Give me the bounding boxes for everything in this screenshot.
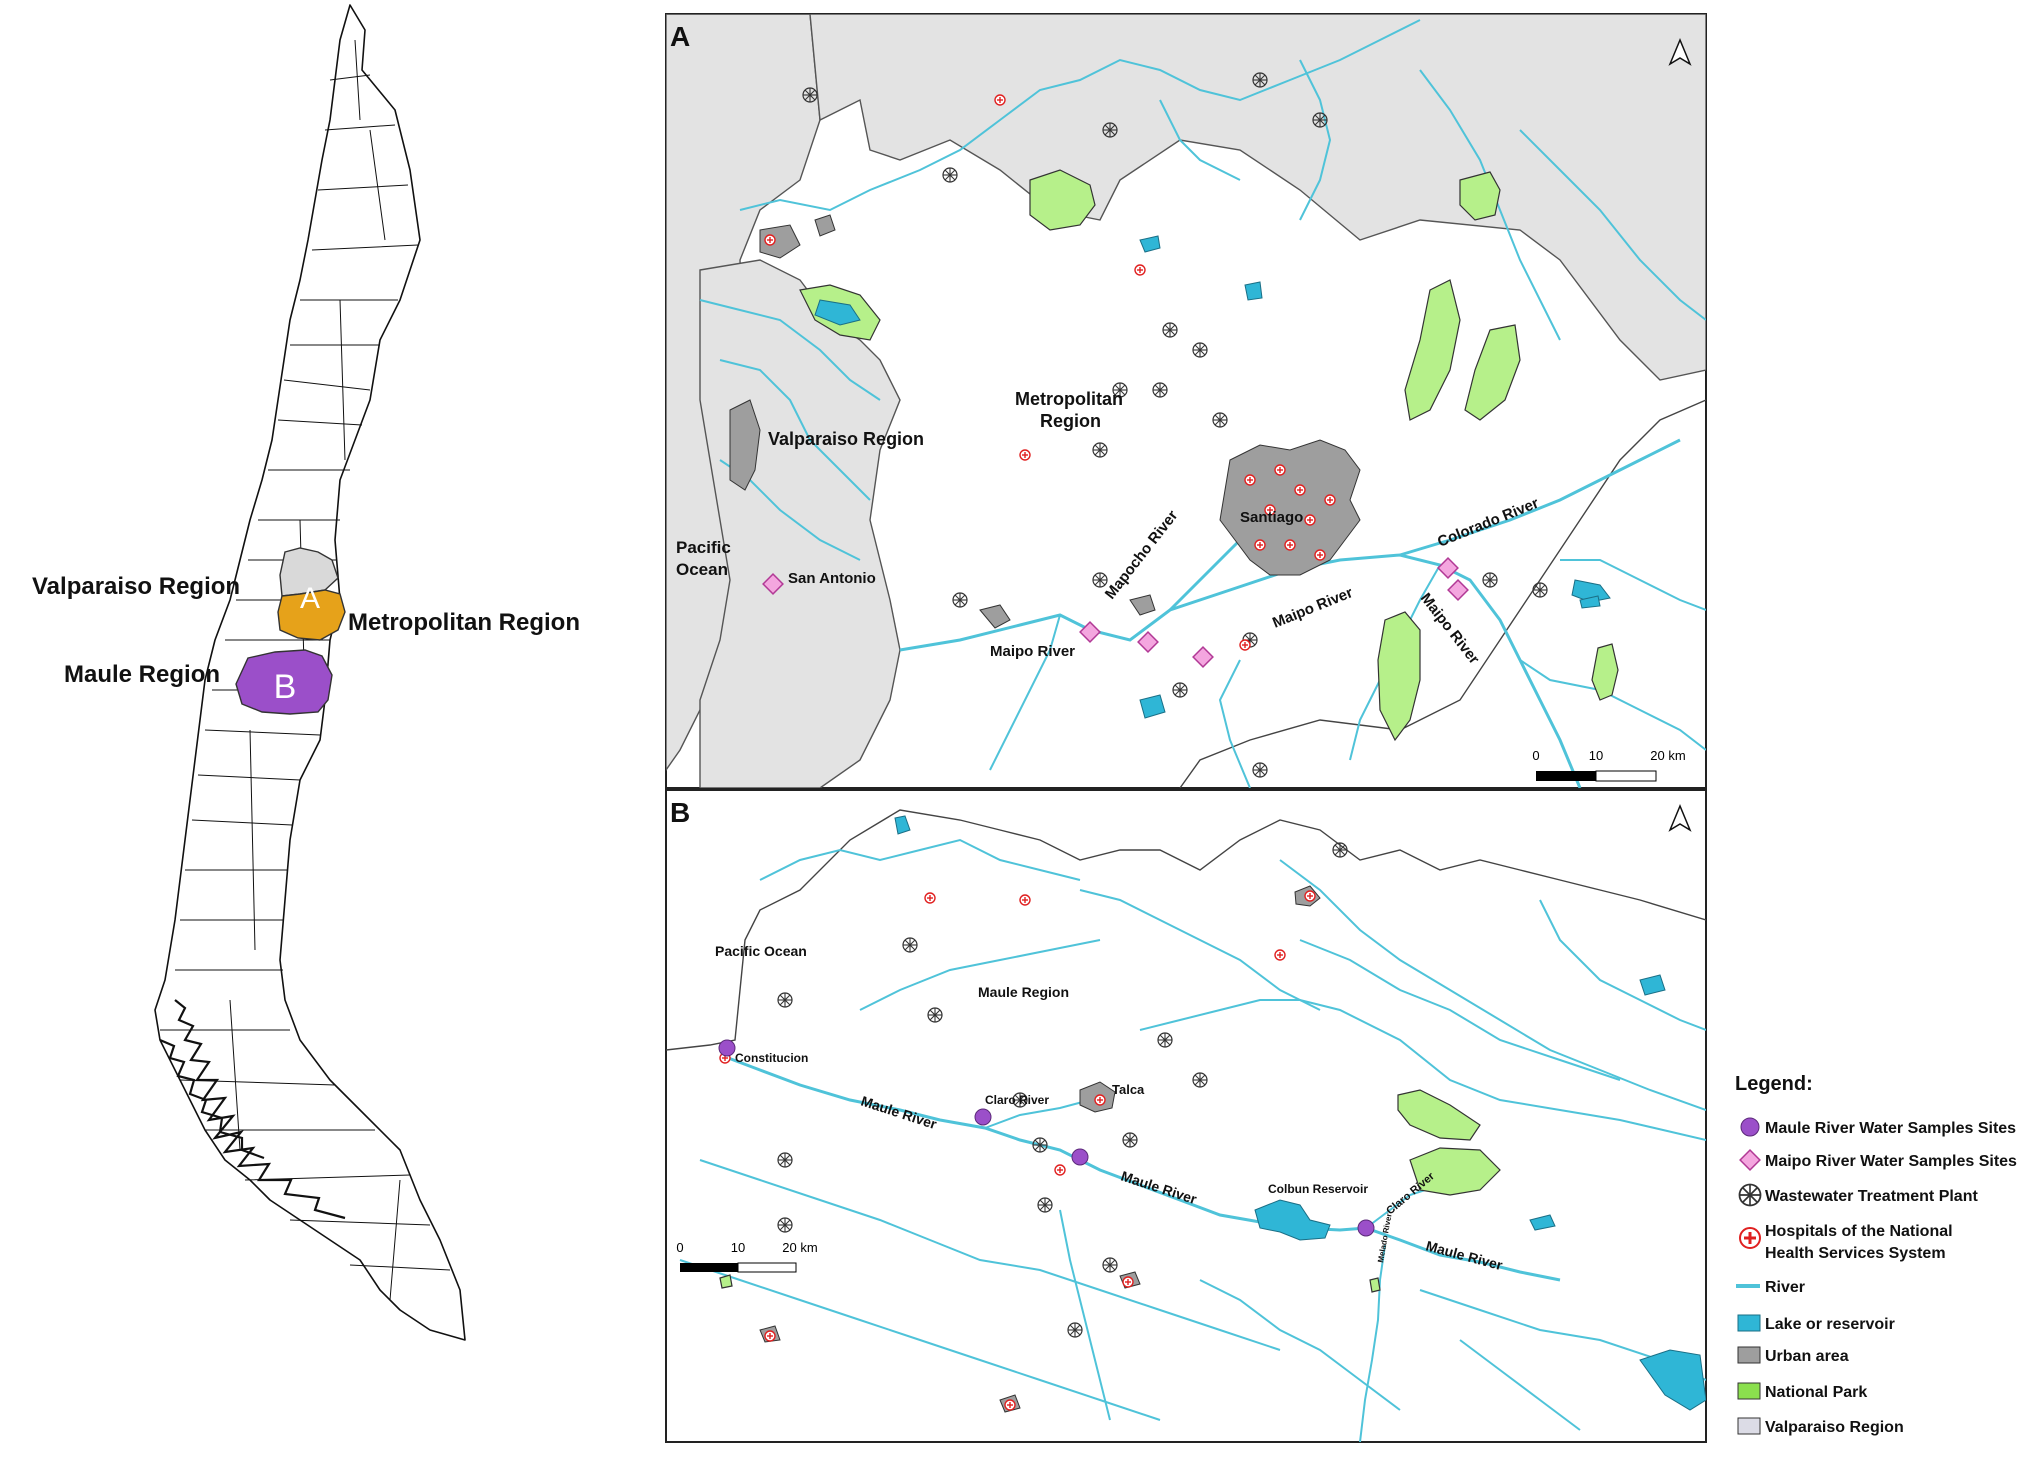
maipo-sample-sites xyxy=(762,557,1469,668)
panel-a-pacific-label-2: Ocean xyxy=(676,560,728,579)
panel-b-maule-region-label: Maule Region xyxy=(978,984,1069,1000)
panel-b-letter: B xyxy=(670,797,690,828)
panel-b-pacific-label: Pacific Ocean xyxy=(715,943,807,959)
legend-valparaiso-icon xyxy=(1737,1417,1761,1435)
svg-text:20 km: 20 km xyxy=(1650,748,1685,763)
panel-a-santiago-label: Santiago xyxy=(1240,509,1303,526)
panel-a-letter: A xyxy=(670,21,690,52)
valparaiso-region-shape xyxy=(279,547,339,597)
panel-b-scale-bar: 0 10 20 km xyxy=(676,1240,818,1273)
legend-urban: Urban area xyxy=(1765,1348,1849,1365)
inset-letter-a: A xyxy=(300,582,320,615)
legend-park-icon xyxy=(1737,1382,1761,1400)
panel-b-claro-label-1: Claro River xyxy=(985,1093,1049,1107)
metropolitan-region-shape xyxy=(277,589,346,641)
legend-maule-sites: Maule River Water Samples Sites xyxy=(1765,1120,2016,1137)
svg-text:20 km: 20 km xyxy=(782,1240,817,1255)
overview-valparaiso-label: Valparaiso Region xyxy=(32,573,240,600)
legend-maipo-site-icon xyxy=(1739,1149,1761,1171)
panel-a-valparaiso-label: Valparaiso Region xyxy=(768,429,924,449)
panel-a-metropolitan-label-1: Metropolitan xyxy=(1015,389,1123,409)
map-legend: Legend: Maule River Water Samples Sites … xyxy=(1735,1073,2017,1436)
svg-text:0: 0 xyxy=(676,1240,683,1255)
inset-letter-b: B xyxy=(274,668,297,706)
svg-text:10: 10 xyxy=(1589,748,1603,763)
svg-text:10: 10 xyxy=(731,1240,745,1255)
legend-lake: Lake or reservoir xyxy=(1765,1316,1895,1333)
panel-a-map: A Metropolitan Region Valparaiso Region … xyxy=(665,13,1707,789)
legend-urban-icon xyxy=(1737,1346,1761,1364)
panel-b-map: B Pacific Ocean Maule Region Constitucio… xyxy=(665,789,1707,1443)
colbun-reservoir xyxy=(1254,1199,1331,1241)
legend-valparaiso: Valparaiso Region xyxy=(1765,1419,1904,1436)
svg-text:0: 0 xyxy=(1532,748,1539,763)
overview-maule-label: Maule Region xyxy=(64,661,220,688)
legend-lake-icon xyxy=(1737,1314,1761,1332)
maule-region-shape xyxy=(235,649,333,715)
legend-maipo-sites: Maipo River Water Samples Sites xyxy=(1765,1153,2017,1170)
legend-park: National Park xyxy=(1765,1384,1867,1401)
legend-hospitals-2: Health Services System xyxy=(1765,1245,1946,1262)
panel-a-maipo-label-1: Maipo River xyxy=(990,643,1075,660)
overview-metropolitan-label: Metropolitan Region xyxy=(348,609,580,636)
legend-wwtp-icon xyxy=(1738,1183,1762,1207)
panel-a-metropolitan-label-2: Region xyxy=(1040,411,1101,431)
panel-b-talca-label: Talca xyxy=(1112,1082,1145,1097)
legend-title: Legend: xyxy=(1735,1073,1813,1095)
panel-a-north-arrow-icon xyxy=(1668,38,1692,66)
legend-hospital-icon xyxy=(1739,1227,1761,1249)
panel-a-scale-bar: 0 10 20 km xyxy=(1532,748,1686,782)
panel-b-constitucion-label: Constitucion xyxy=(735,1051,808,1065)
panel-a-san-antonio-label: San Antonio xyxy=(788,570,876,587)
park-a1 xyxy=(1029,169,1096,231)
panel-a-pacific-label-1: Pacific xyxy=(676,538,731,557)
panel-b-colbun-label: Colbun Reservoir xyxy=(1268,1182,1368,1196)
legend-river: River xyxy=(1765,1279,1805,1296)
legend-maule-site-icon xyxy=(1740,1117,1760,1137)
santiago-urban-area xyxy=(1219,439,1361,576)
legend-wwtp: Wastewater Treatment Plant xyxy=(1765,1188,1978,1205)
legend-hospitals-1: Hospitals of the National xyxy=(1765,1223,1953,1240)
panel-b-north-arrow-icon xyxy=(1668,804,1692,832)
chile-overview-map: A B Valparaiso Region Metropolitan Regio… xyxy=(32,4,580,1341)
maule-sample-sites xyxy=(718,1039,1375,1237)
